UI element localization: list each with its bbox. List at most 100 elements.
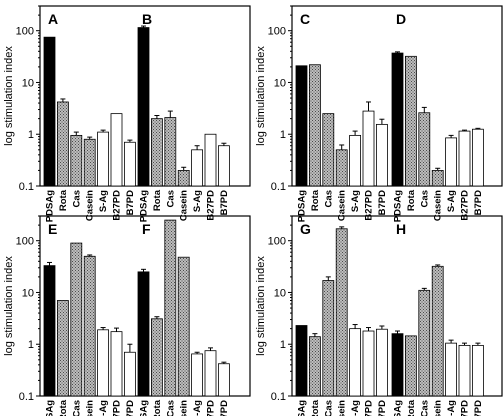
category-label: S-Ag: [98, 190, 109, 212]
bar-rota: [308, 64, 321, 187]
category-label: PDSAg: [297, 400, 308, 416]
category-label: Casein: [433, 400, 444, 416]
y-tick-label: 0.1: [19, 181, 34, 193]
bar-rota: [57, 101, 69, 187]
y-tick-label: 1: [280, 129, 286, 141]
bar-b27pd: [204, 133, 217, 187]
category-label: Cas: [71, 400, 82, 416]
bar-s-ag: [97, 329, 109, 397]
category-label: Rota: [58, 399, 69, 416]
panel-letter: H: [396, 221, 406, 237]
category-label: PDSAg: [393, 400, 404, 416]
bar-cas: [164, 219, 177, 397]
bar-pdsag: [391, 52, 404, 187]
panel-letter: B: [142, 11, 152, 27]
bar-cas: [164, 117, 177, 187]
bar-casein: [177, 170, 190, 187]
bar-rota: [404, 335, 417, 397]
panel-c: C PDSAg Rota Cas Casein S-Ag B27PD B7PD: [295, 11, 388, 222]
bar-b27pd: [458, 344, 471, 397]
bar-s-ag: [445, 137, 458, 187]
category-label: Cas: [165, 400, 176, 416]
category-label: Rota: [310, 189, 321, 211]
category-label: PDSAg: [139, 400, 150, 416]
category-label: Cas: [165, 190, 176, 207]
category-label: Casein: [179, 190, 190, 221]
bar-rota: [57, 300, 69, 397]
y-tick-label: 0.1: [19, 391, 34, 403]
bar-s-ag: [191, 149, 204, 187]
category-label: Cas: [419, 400, 430, 416]
bar-cas: [322, 280, 335, 397]
bar-cas: [418, 289, 431, 397]
panel-letter: E: [48, 221, 57, 237]
category-label: Casein: [337, 190, 348, 221]
bar-s-ag: [349, 328, 362, 397]
category-label: B7PD: [125, 190, 136, 215]
bar-pdsag: [295, 65, 308, 187]
bar-b7pd: [217, 363, 230, 397]
panel-letter: A: [48, 11, 58, 27]
bar-b7pd: [124, 141, 136, 187]
category-label: Cas: [71, 190, 82, 207]
category-label: Casein: [179, 400, 190, 416]
category-label: PDSAg: [45, 400, 56, 416]
category-label: Rota: [152, 399, 163, 416]
category-label: PDSAg: [45, 190, 56, 222]
y-tick-label: 100: [16, 236, 34, 248]
category-label: B27PD: [112, 190, 123, 221]
bar-cas: [322, 113, 335, 187]
category-label: B27PD: [206, 190, 217, 221]
category-label: B27PD: [460, 400, 471, 416]
bar-rota: [308, 336, 321, 397]
bar-pdsag: [137, 271, 150, 397]
category-label: B27PD: [364, 190, 375, 221]
category-label: S-Ag: [350, 190, 361, 212]
bar-b27pd: [110, 331, 123, 397]
bar-s-ag: [445, 342, 458, 397]
category-label: S-Ag: [192, 190, 203, 212]
bar-rota: [404, 55, 417, 187]
bar-pdsag: [391, 333, 404, 397]
category-label: PDSAg: [139, 190, 150, 222]
y-tick-label: 10: [22, 77, 34, 89]
category-label: Casein: [85, 400, 96, 416]
category-label: S-Ag: [350, 400, 361, 416]
category-label: Cas: [323, 400, 334, 416]
bar-pdsag: [137, 27, 150, 187]
y-tick-label: 1: [280, 339, 286, 351]
bar-casein: [83, 138, 96, 187]
bar-b27pd: [362, 330, 375, 397]
bar-s-ag: [191, 353, 204, 397]
y-tick-label: 100: [268, 26, 286, 38]
y-tick-label: 10: [22, 287, 34, 299]
bar-casein: [431, 265, 444, 397]
category-label: B27PD: [206, 400, 217, 416]
bar-casein: [335, 228, 348, 397]
bar-cas: [418, 112, 431, 187]
category-label: S-Ag: [446, 190, 457, 212]
bar-b27pd: [110, 113, 123, 187]
y-tick-label: 10: [274, 287, 286, 299]
category-label: B7PD: [125, 400, 136, 416]
category-label: PDSAg: [393, 190, 404, 222]
y-axis-label: log stimulation index: [255, 46, 267, 146]
bar-b7pd: [471, 344, 484, 397]
category-label: Casein: [433, 190, 444, 221]
bar-rota: [150, 118, 163, 187]
category-label: Cas: [419, 190, 430, 207]
y-tick-label: 0.1: [271, 181, 286, 193]
panel-letter: C: [300, 11, 310, 27]
category-label: B7PD: [219, 190, 230, 215]
bar-b27pd: [458, 130, 471, 187]
y-tick-label: 1: [28, 129, 34, 141]
panel-b: B PDSAg Rota Cas Casein S-Ag B27PD B7PD: [137, 11, 230, 222]
bar-casein: [335, 149, 348, 187]
category-label: S-Ag: [98, 400, 109, 416]
category-label: S-Ag: [192, 400, 203, 416]
